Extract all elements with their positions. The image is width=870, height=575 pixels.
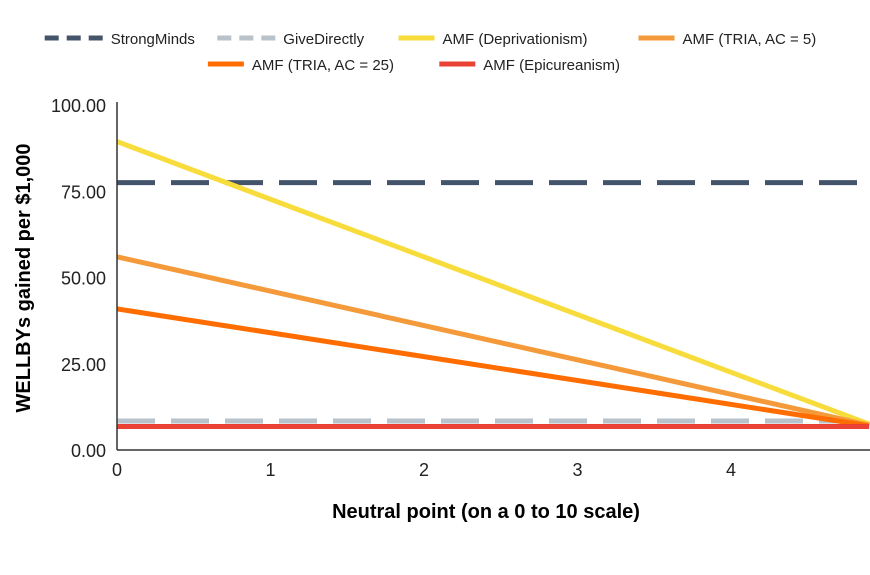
y-tick-label: 0.00 <box>71 441 106 461</box>
y-tick-label: 50.00 <box>61 269 106 289</box>
y-tick-label: 100.00 <box>51 96 106 116</box>
x-tick-label: 1 <box>265 460 275 480</box>
legend-label-2: AMF (Deprivationism) <box>443 31 588 48</box>
x-tick-label: 4 <box>726 460 736 480</box>
legend-label-5: AMF (Epicureanism) <box>483 57 620 74</box>
legend-label-1: GiveDirectly <box>283 31 364 48</box>
x-tick-label: 0 <box>112 460 122 480</box>
y-axis-label: WELLBYs gained per $1,000 <box>13 144 35 413</box>
y-tick-label: 75.00 <box>61 182 106 202</box>
series-line-2 <box>116 139 870 427</box>
x-axis-label: Neutral point (on a 0 to 10 scale) <box>332 501 640 523</box>
series-line-3 <box>116 254 870 428</box>
legend: StrongMinds GiveDirectly AMF (Deprivationi… <box>44 31 817 74</box>
legend-label-4: AMF (TRIA, AC = 25) <box>252 57 394 74</box>
plot-area <box>116 139 870 430</box>
legend-label-3: AMF (TRIA, AC = 5) <box>683 31 817 48</box>
x-tick-label: 2 <box>419 460 429 480</box>
legend-label-0: StrongMinds <box>111 31 195 48</box>
x-tick-label: 3 <box>572 460 582 480</box>
axes: 0.00 25.00 50.00 75.00 100.00 0 1 2 3 4 <box>51 96 870 480</box>
y-tick-label: 25.00 <box>61 355 106 375</box>
series-line-4 <box>116 306 870 429</box>
